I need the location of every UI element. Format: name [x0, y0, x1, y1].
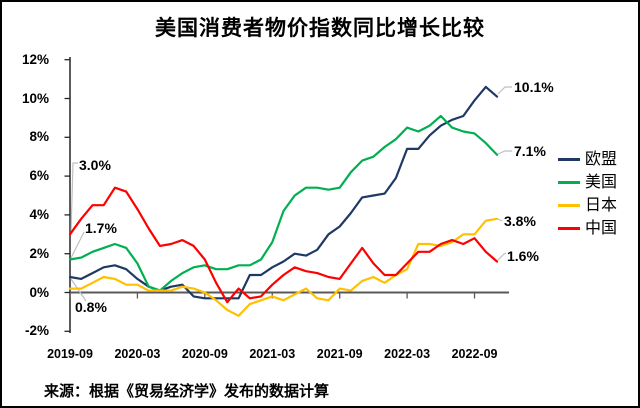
- x-tick-label: 2020-03: [114, 347, 161, 361]
- x-tick-label: 2020-09: [181, 347, 228, 361]
- annotation-leader-us-start: [70, 231, 85, 259]
- legend-item: 中国: [558, 217, 617, 240]
- legend-label: 美国: [585, 173, 618, 191]
- annotation-label-eu-end: 10.1%: [514, 79, 554, 95]
- annotation-label-us-end: 7.1%: [514, 143, 546, 159]
- y-tick-label: 0%: [29, 284, 49, 300]
- x-tick-label: 2021-03: [249, 347, 296, 361]
- annotation-leader-china-start: [70, 162, 78, 234]
- x-tick-label: 2019-09: [47, 347, 93, 361]
- annotation-leader-us-end: [497, 150, 512, 155]
- annotation-leader-japan-end: [497, 218, 503, 222]
- annotation-label-us-start: 1.7%: [85, 220, 117, 236]
- legend-label: 欧盟: [585, 150, 618, 168]
- y-tick-label: 6%: [29, 168, 49, 184]
- legend-label: 日本: [585, 196, 618, 214]
- source-note: 来源：根据《贸易经济学》发布的数据计算: [44, 384, 330, 400]
- series-line: [68, 85, 499, 300]
- legend-swatch: [558, 227, 580, 230]
- annotation-label-china-end: 1.6%: [507, 248, 539, 264]
- annotation-label-japan-end: 3.8%: [504, 213, 536, 229]
- y-tick-label: 4%: [29, 206, 49, 222]
- legend-item: 美国: [558, 171, 617, 194]
- x-tick-label: 2022-03: [384, 347, 431, 361]
- chart-title: 美国消费者物价指数同比增长比较: [155, 16, 485, 40]
- y-tick-label: 8%: [29, 129, 49, 145]
- annotation-leader-eu-start: [70, 278, 87, 302]
- legend-swatch: [558, 181, 580, 184]
- y-tick-label: 10%: [21, 90, 49, 106]
- legend-item: 日本: [558, 194, 617, 217]
- x-tick-label: 2022-09: [451, 347, 498, 361]
- legend-item: 欧盟: [558, 148, 617, 171]
- annotation-label-eu-start: 0.8%: [75, 299, 107, 315]
- legend-label: 中国: [585, 219, 618, 237]
- annotation-leader-china-end: [497, 252, 507, 261]
- series-line: [68, 186, 499, 304]
- x-tick-label: 2021-09: [316, 347, 363, 361]
- y-tick-label: -2%: [24, 323, 49, 339]
- y-tick-label: 12%: [21, 51, 49, 67]
- legend: 欧盟 美国 日本 中国: [558, 148, 617, 240]
- series-line: [68, 217, 499, 317]
- annotation-label-china-start: 3.0%: [79, 157, 111, 173]
- y-tick-label: 2%: [29, 245, 49, 261]
- series-line: [68, 114, 499, 292]
- legend-swatch: [558, 204, 580, 207]
- legend-swatch: [558, 158, 580, 161]
- annotation-leader-eu-end: [497, 86, 512, 95]
